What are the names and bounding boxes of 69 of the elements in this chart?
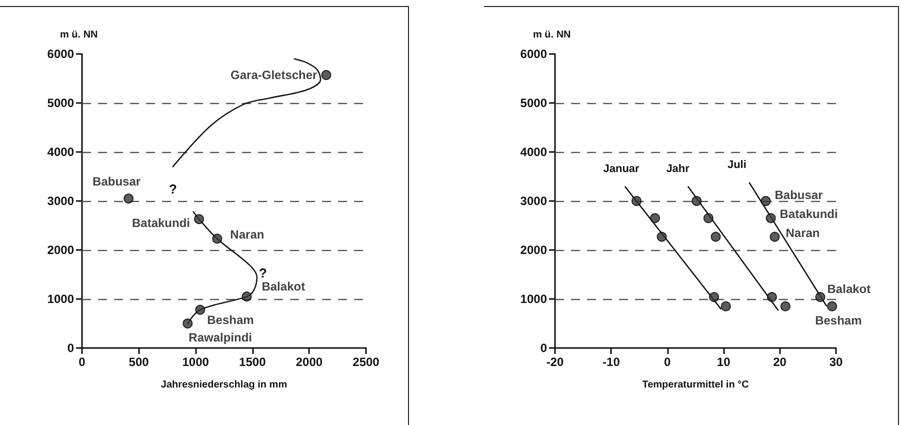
y-tick-label: 6000 (520, 47, 548, 61)
y-axis-title: m ü. NN (60, 30, 98, 40)
series-label: Januar (603, 162, 640, 175)
point (692, 196, 702, 206)
y-tick-label: 2000 (47, 243, 74, 257)
point (632, 196, 642, 206)
point (770, 232, 780, 242)
point (650, 213, 660, 224)
annotation: Batakundi (132, 216, 190, 230)
x-tick-label: 0 (664, 355, 672, 369)
point (815, 292, 826, 302)
x-tick-label: 30 (829, 355, 843, 369)
point (194, 214, 204, 224)
point (212, 234, 222, 244)
y-tick-label: 5000 (47, 96, 74, 110)
point (182, 318, 193, 328)
annotation: ? (259, 266, 268, 280)
annotation: Besham (207, 312, 254, 327)
point (766, 292, 777, 302)
point (720, 301, 731, 312)
point (780, 301, 790, 312)
x-tick-label: 0 (78, 355, 86, 369)
annotation: Balakot (262, 280, 306, 294)
point (710, 232, 721, 242)
x-tick-label: -20 (546, 355, 564, 369)
point (656, 232, 667, 242)
x-tick-label: -10 (602, 355, 620, 369)
x-tick-label: 1000 (182, 355, 210, 369)
series-label: Juli (727, 158, 746, 171)
x-tick-label: 500 (128, 355, 150, 369)
y-tick-label: 2000 (520, 243, 548, 257)
x-axis-title: Temperaturmittel in °C (642, 380, 749, 390)
x-tick-label: 2500 (352, 355, 380, 369)
y-tick-label: 1000 (520, 292, 548, 306)
x-tick-label: 20 (773, 355, 787, 369)
annotation: Babusar (774, 188, 824, 202)
y-axis-title: m ü. NN (533, 30, 571, 40)
y-tick-label: 5000 (520, 96, 548, 110)
y-tick-label: 6000 (47, 47, 74, 61)
annotation: Babusar (92, 174, 141, 189)
y-tick-label: 0 (540, 341, 548, 355)
point (195, 304, 206, 315)
point (827, 301, 838, 312)
point (766, 213, 776, 224)
x-tick-label: 10 (716, 355, 731, 369)
annotation: Balakot (827, 282, 871, 296)
x-axis-title: Jahresniederschlag in mm (160, 380, 288, 390)
annotation: Batakundi (780, 207, 838, 222)
annotation: Besham (815, 313, 862, 328)
annotation: Naran (786, 226, 820, 240)
y-tick-label: 1000 (47, 292, 74, 306)
y-tick-label: 4000 (520, 145, 548, 159)
y-tick-label: 3000 (47, 194, 74, 208)
series-label: Jahr (666, 162, 690, 175)
point (760, 196, 771, 206)
point (124, 194, 134, 204)
point (703, 213, 714, 224)
annotation: Gara-Gletscher (230, 68, 318, 82)
y-tick-label: 3000 (520, 194, 548, 208)
point (709, 292, 720, 302)
point (242, 292, 252, 302)
x-tick-label: 2000 (296, 355, 323, 369)
point (321, 70, 332, 80)
annotation: Naran (230, 228, 264, 242)
annotation: ? (169, 182, 178, 196)
y-tick-label: 0 (67, 341, 74, 355)
y-tick-label: 4000 (47, 145, 74, 159)
annotation: Rawalpindi (188, 330, 252, 344)
x-tick-label: 1500 (239, 355, 266, 369)
